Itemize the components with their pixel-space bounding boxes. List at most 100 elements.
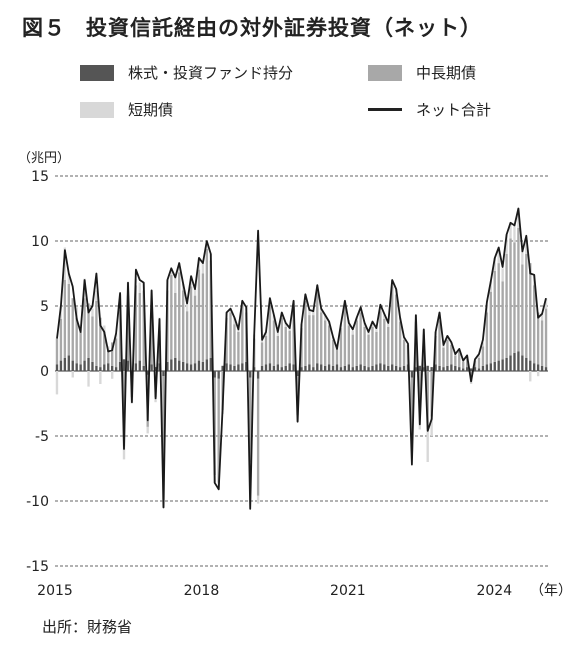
bar-segment [134,363,138,371]
bar-segment [375,332,378,365]
bar-segment [79,364,82,371]
bar-segment [288,330,291,364]
legend-swatch-stocks [80,64,114,81]
bar-segment [288,328,291,331]
bar-segment [67,283,70,356]
legend-item-net: ネット合計 [368,99,491,120]
bar-segment [450,345,453,365]
bar-segment [513,242,516,353]
bar-segment [509,355,512,371]
bar-segment [256,378,260,496]
bar-segment [513,352,516,371]
bar-segment [284,326,287,366]
bar-segment [288,363,291,371]
bar-segment [521,355,524,371]
bar-segment [71,371,74,378]
bar-segment [103,364,106,371]
bar-segment [525,254,528,358]
bar-segment [264,335,268,365]
bar-segment [205,359,209,371]
bar-segment [434,364,437,371]
bar-segment [529,371,532,382]
bar-segment [446,339,449,366]
legend-label-net: ネット合計 [416,101,492,119]
bar-segment [517,351,520,371]
bar-segment [91,308,94,317]
bar-segment [217,378,220,483]
bar-segment [181,361,185,371]
bar-segment [343,307,347,366]
bar-segment [233,317,236,325]
bar-segment [304,365,307,371]
legend-swatch-short [80,101,114,118]
bar-segment [63,358,67,371]
bar-segment [276,335,280,365]
legend-item-stocks: 株式・投資ファンド持分 [80,62,293,83]
bar-segment [229,364,232,371]
bar-segment [367,367,370,371]
bar-segment [430,416,433,436]
bar-segment [477,358,481,369]
legend-label-short: 短期債 [128,101,174,119]
bar-segment [481,342,485,347]
bar-segment [517,228,520,352]
y-tick-label: 15 [31,169,49,185]
bar-segment [99,371,102,384]
bar-segment [237,332,240,365]
bar-segment [122,359,126,371]
bar-segment [359,364,362,371]
y-tick-label: 5 [40,299,49,315]
bar-segment [387,326,390,366]
y-tick-label: -15 [26,559,49,575]
bar-segment [339,328,343,368]
bar-segment [292,364,295,371]
bar-segment [284,365,287,371]
bar-segment [197,269,201,361]
bar-segment [529,263,532,361]
bar-segment [217,371,220,379]
bar-segment [327,364,331,371]
bar-segment [489,363,492,371]
bar-segment [536,364,540,371]
bar-segment [63,247,67,280]
bar-segment [331,365,335,371]
bar-segment [327,325,331,365]
bar-segment [379,363,382,371]
bar-segment [371,321,374,327]
bar-segment [481,346,485,366]
bar-segment [363,326,366,366]
bar-segment [154,367,157,371]
bar-segment [114,338,118,368]
bar-segment [458,367,461,371]
bar-segment [75,363,78,371]
bar-segment [367,332,370,335]
bar-segment [465,367,469,371]
bar-segment [71,360,74,371]
bar-segment [493,361,496,371]
bar-segment [276,364,280,371]
bar-segment [446,365,449,371]
bar-segment [426,371,429,430]
legend-swatch-medium-long [368,64,402,81]
bar-segment [229,312,232,365]
bar-segment [154,397,157,403]
bar-segment [300,367,303,371]
bar-segment [489,291,492,364]
bar-segment [158,363,161,371]
bar-segment [387,322,390,327]
bar-segment [111,371,114,379]
bar-segment [280,367,283,371]
bar-segment [540,313,544,321]
bar-segment [79,332,82,365]
bar-segment [91,316,94,362]
bar-segment [450,364,453,371]
bar-segment [505,358,508,371]
bar-segment [359,312,362,365]
bar-segment [430,371,433,417]
y-tick-label: -10 [26,494,49,510]
x-unit-label: （年） [530,583,570,599]
bar-segment [347,364,351,371]
bar-segment [394,365,398,371]
bar-segment [312,367,315,371]
bar-segment [111,342,114,366]
